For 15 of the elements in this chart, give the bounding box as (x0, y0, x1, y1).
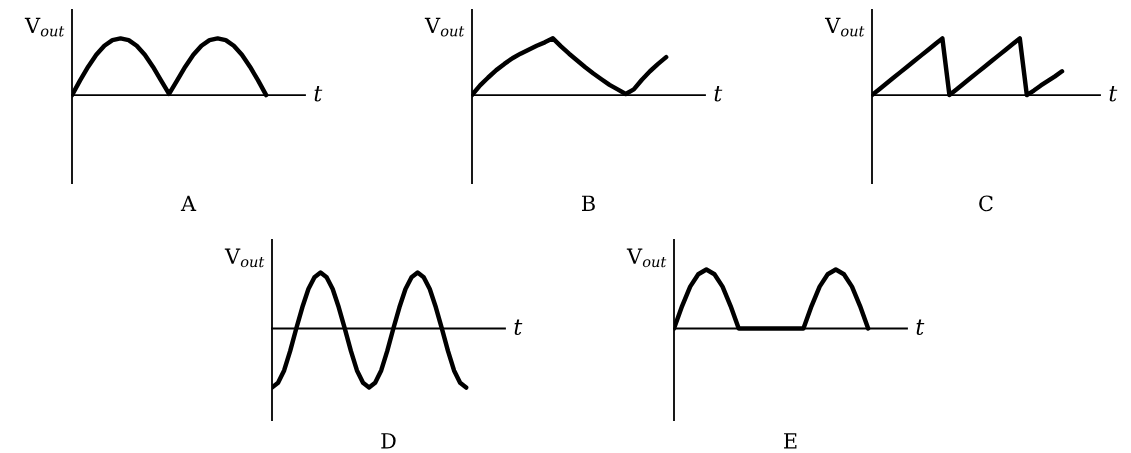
x-axis-title: t (916, 319, 925, 335)
text: C (979, 195, 993, 212)
text: D (381, 433, 396, 449)
y-axis-title: V$_{out}$ (224, 248, 265, 268)
x-axis-title: t (514, 319, 523, 335)
x-axis-title: t (1109, 86, 1118, 102)
y-axis-title: V$_{out}$ (626, 248, 667, 268)
x-axis-title: t (714, 86, 723, 102)
y-axis-title: V$_{out}$ (824, 17, 865, 37)
text: B (581, 195, 595, 211)
x-axis-title: t (314, 86, 323, 102)
y-axis-title: V$_{out}$ (24, 17, 65, 37)
text: A (180, 195, 197, 211)
y-axis-title: V$_{out}$ (424, 17, 465, 37)
text: E (784, 433, 797, 449)
